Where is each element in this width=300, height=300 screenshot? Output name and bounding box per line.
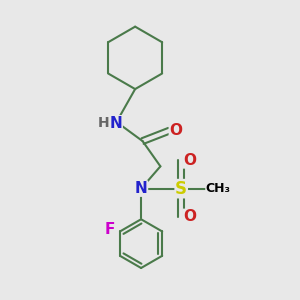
Text: O: O xyxy=(183,209,196,224)
Text: O: O xyxy=(183,153,196,168)
Text: N: N xyxy=(135,181,148,196)
Text: CH₃: CH₃ xyxy=(206,182,231,195)
Text: N: N xyxy=(110,116,122,131)
Text: S: S xyxy=(175,180,187,198)
Text: O: O xyxy=(169,123,182,138)
Text: H: H xyxy=(98,116,109,130)
Text: F: F xyxy=(104,223,115,238)
